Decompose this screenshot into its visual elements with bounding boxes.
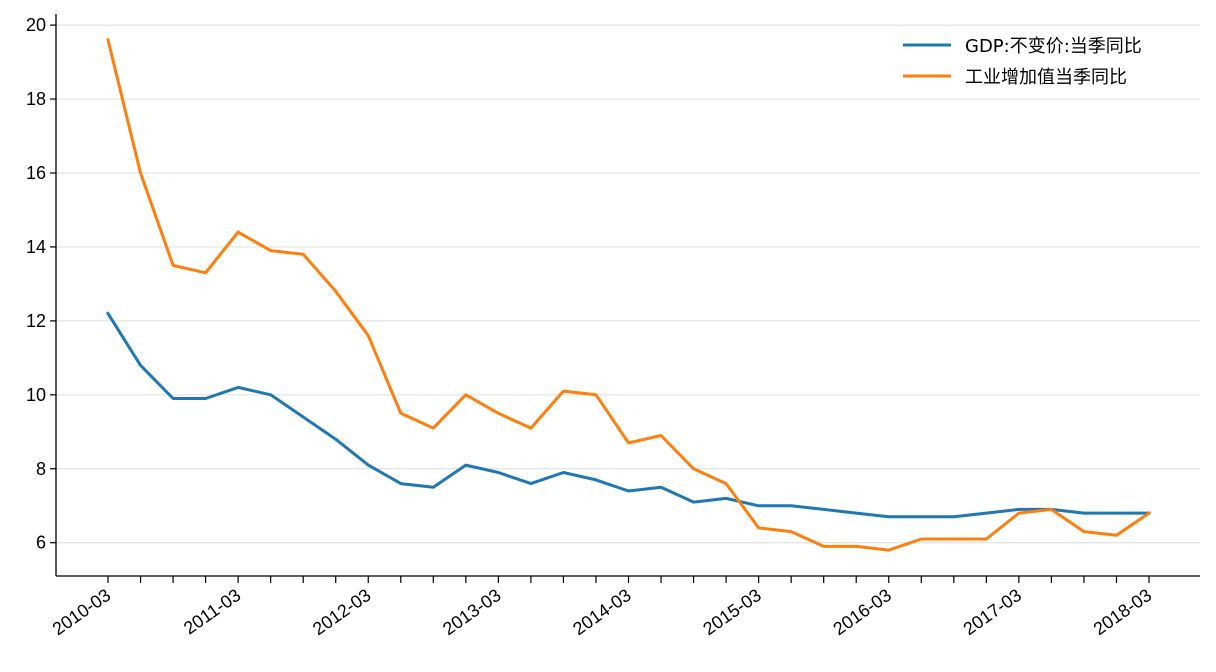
x-tick-label: 2011-03 xyxy=(180,585,244,639)
x-tick-label: 2010-03 xyxy=(49,585,115,639)
y-tick-label: 12 xyxy=(26,311,46,331)
series-line-0 xyxy=(105,311,1151,519)
y-tick-label: 6 xyxy=(36,533,46,553)
series-line-1 xyxy=(106,38,1152,552)
x-tick-label: 2013-03 xyxy=(439,585,505,639)
y-tick-label: 20 xyxy=(26,15,46,35)
x-tick-label: 2012-03 xyxy=(309,585,375,639)
x-tick-label: 2018-03 xyxy=(1090,585,1156,639)
x-tick-label: 2017-03 xyxy=(960,585,1026,639)
series-lines xyxy=(105,38,1152,552)
x-tick-label: 2016-03 xyxy=(829,585,895,639)
legend-label: GDP:不变价:当季同比 xyxy=(965,36,1142,57)
x-axis-ticks: 2010-03 2011-03 2012-03 2013-03 2014-03 2015-… xyxy=(49,576,1156,639)
legend-label: 工业增加值当季同比 xyxy=(965,67,1127,88)
y-tick-label: 8 xyxy=(36,459,46,479)
x-tick-label: 2014-03 xyxy=(569,585,635,639)
y-tick-label: 16 xyxy=(26,163,46,183)
gridlines xyxy=(56,24,1200,544)
y-tick-label: 18 xyxy=(26,89,46,109)
y-tick-label: 14 xyxy=(26,237,46,257)
y-tick-label: 10 xyxy=(26,385,46,405)
y-axis-ticks: 6 8 10 12 14 16 18 20 xyxy=(26,15,56,553)
x-tick-label: 2015-03 xyxy=(699,585,765,639)
